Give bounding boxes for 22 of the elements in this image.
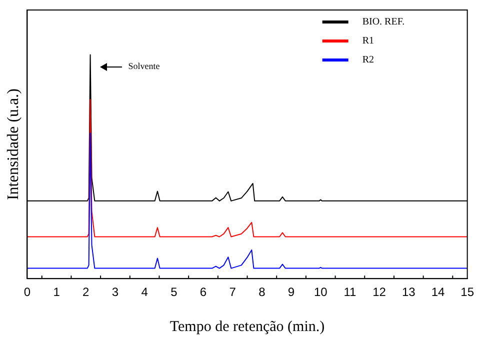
x-tick-label: 0	[24, 285, 31, 300]
x-tick-label: 1	[53, 285, 60, 300]
x-tick-label: 13	[402, 285, 416, 300]
annotation: Solvente	[128, 61, 160, 72]
x-tick-label: 5	[170, 285, 178, 300]
y-axis-title: Intensidade (u.a.)	[4, 88, 22, 200]
x-tick-label: 10	[314, 285, 328, 300]
x-tick-label: 8	[258, 285, 266, 300]
x-tick-label: 6	[200, 285, 207, 300]
x-axis-title: Tempo de retenção (min.)	[170, 318, 325, 335]
x-tick-label: 2	[82, 285, 90, 300]
x-tick-label: 12	[372, 285, 386, 300]
x-tick-label: 11	[344, 285, 357, 300]
legend-label: R2	[362, 54, 374, 66]
x-tick-label: 14	[431, 285, 445, 300]
legend-label: BIO. REF.	[362, 16, 405, 28]
legend-label: R1	[362, 36, 374, 47]
x-tick-label: 4	[141, 285, 148, 300]
x-tick-label: 7	[229, 285, 236, 300]
x-tick-label: 15	[460, 285, 474, 300]
x-tick-label: 3	[112, 285, 119, 300]
x-tick-label: 9	[288, 285, 295, 300]
